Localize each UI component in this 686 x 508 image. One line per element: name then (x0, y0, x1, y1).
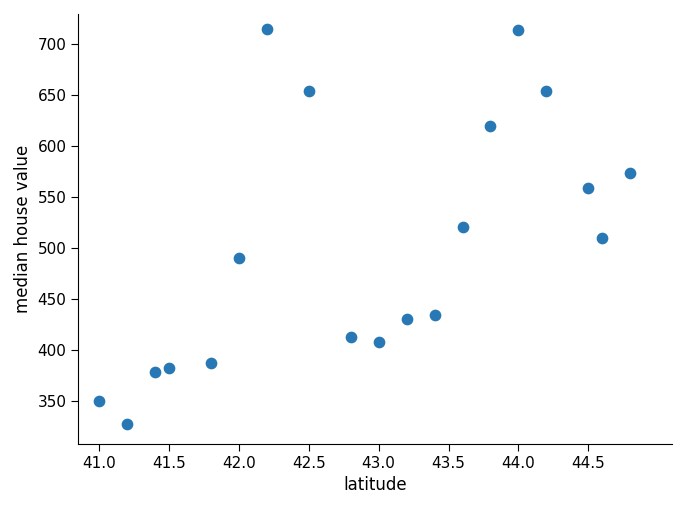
Point (541, 87, 552, 96)
Point (457, 223, 468, 231)
Point (345, 333, 356, 341)
Point (373, 338, 384, 346)
Point (429, 311, 440, 320)
Point (206, 359, 217, 367)
Point (583, 184, 594, 192)
Point (233, 255, 244, 263)
Point (485, 122, 496, 130)
Point (121, 420, 132, 428)
Point (163, 364, 174, 372)
Point (94, 397, 105, 405)
Point (625, 169, 636, 177)
X-axis label: latitude: latitude (344, 476, 407, 494)
Point (401, 315, 412, 324)
Point (150, 368, 161, 376)
Y-axis label: median house value: median house value (14, 145, 32, 313)
Point (261, 25, 272, 33)
Point (303, 87, 314, 96)
Point (513, 26, 524, 34)
Point (597, 234, 608, 242)
